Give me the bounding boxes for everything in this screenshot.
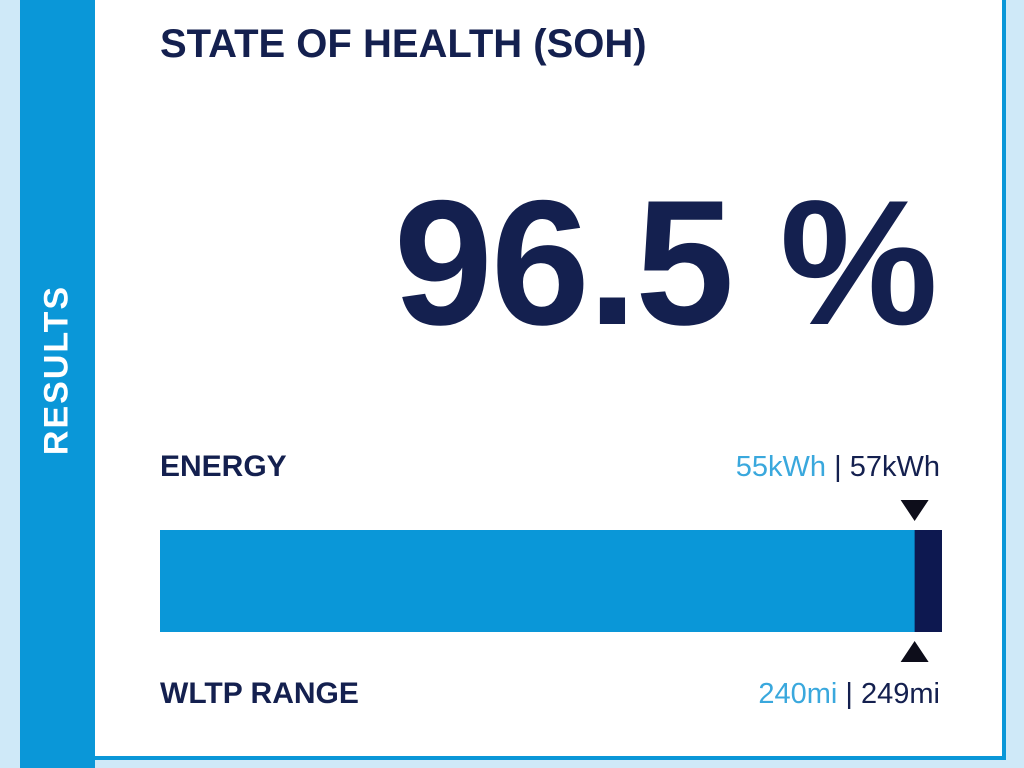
energy-label: ENERGY <box>160 450 287 483</box>
range-nominal: 249mi <box>861 678 940 710</box>
sidebar <box>20 0 95 768</box>
separator: | <box>834 451 842 483</box>
range-label: WLTP RANGE <box>160 677 359 710</box>
soh-value: 96.5 % <box>393 163 938 362</box>
separator: | <box>845 678 853 710</box>
panel <box>95 0 1006 760</box>
energy-values: 55kWh | 57kWh <box>736 451 940 484</box>
energy-measured: 55kWh <box>735 451 827 483</box>
marker-top <box>900 500 929 521</box>
bar-fill <box>160 530 915 632</box>
range-values: 240mi | 249mi <box>758 678 940 711</box>
title: STATE OF HEALTH (SOH) <box>160 22 647 66</box>
energy-nominal: 57kWh <box>849 451 940 483</box>
range-measured: 240mi <box>758 678 838 710</box>
marker-bottom <box>900 641 929 662</box>
